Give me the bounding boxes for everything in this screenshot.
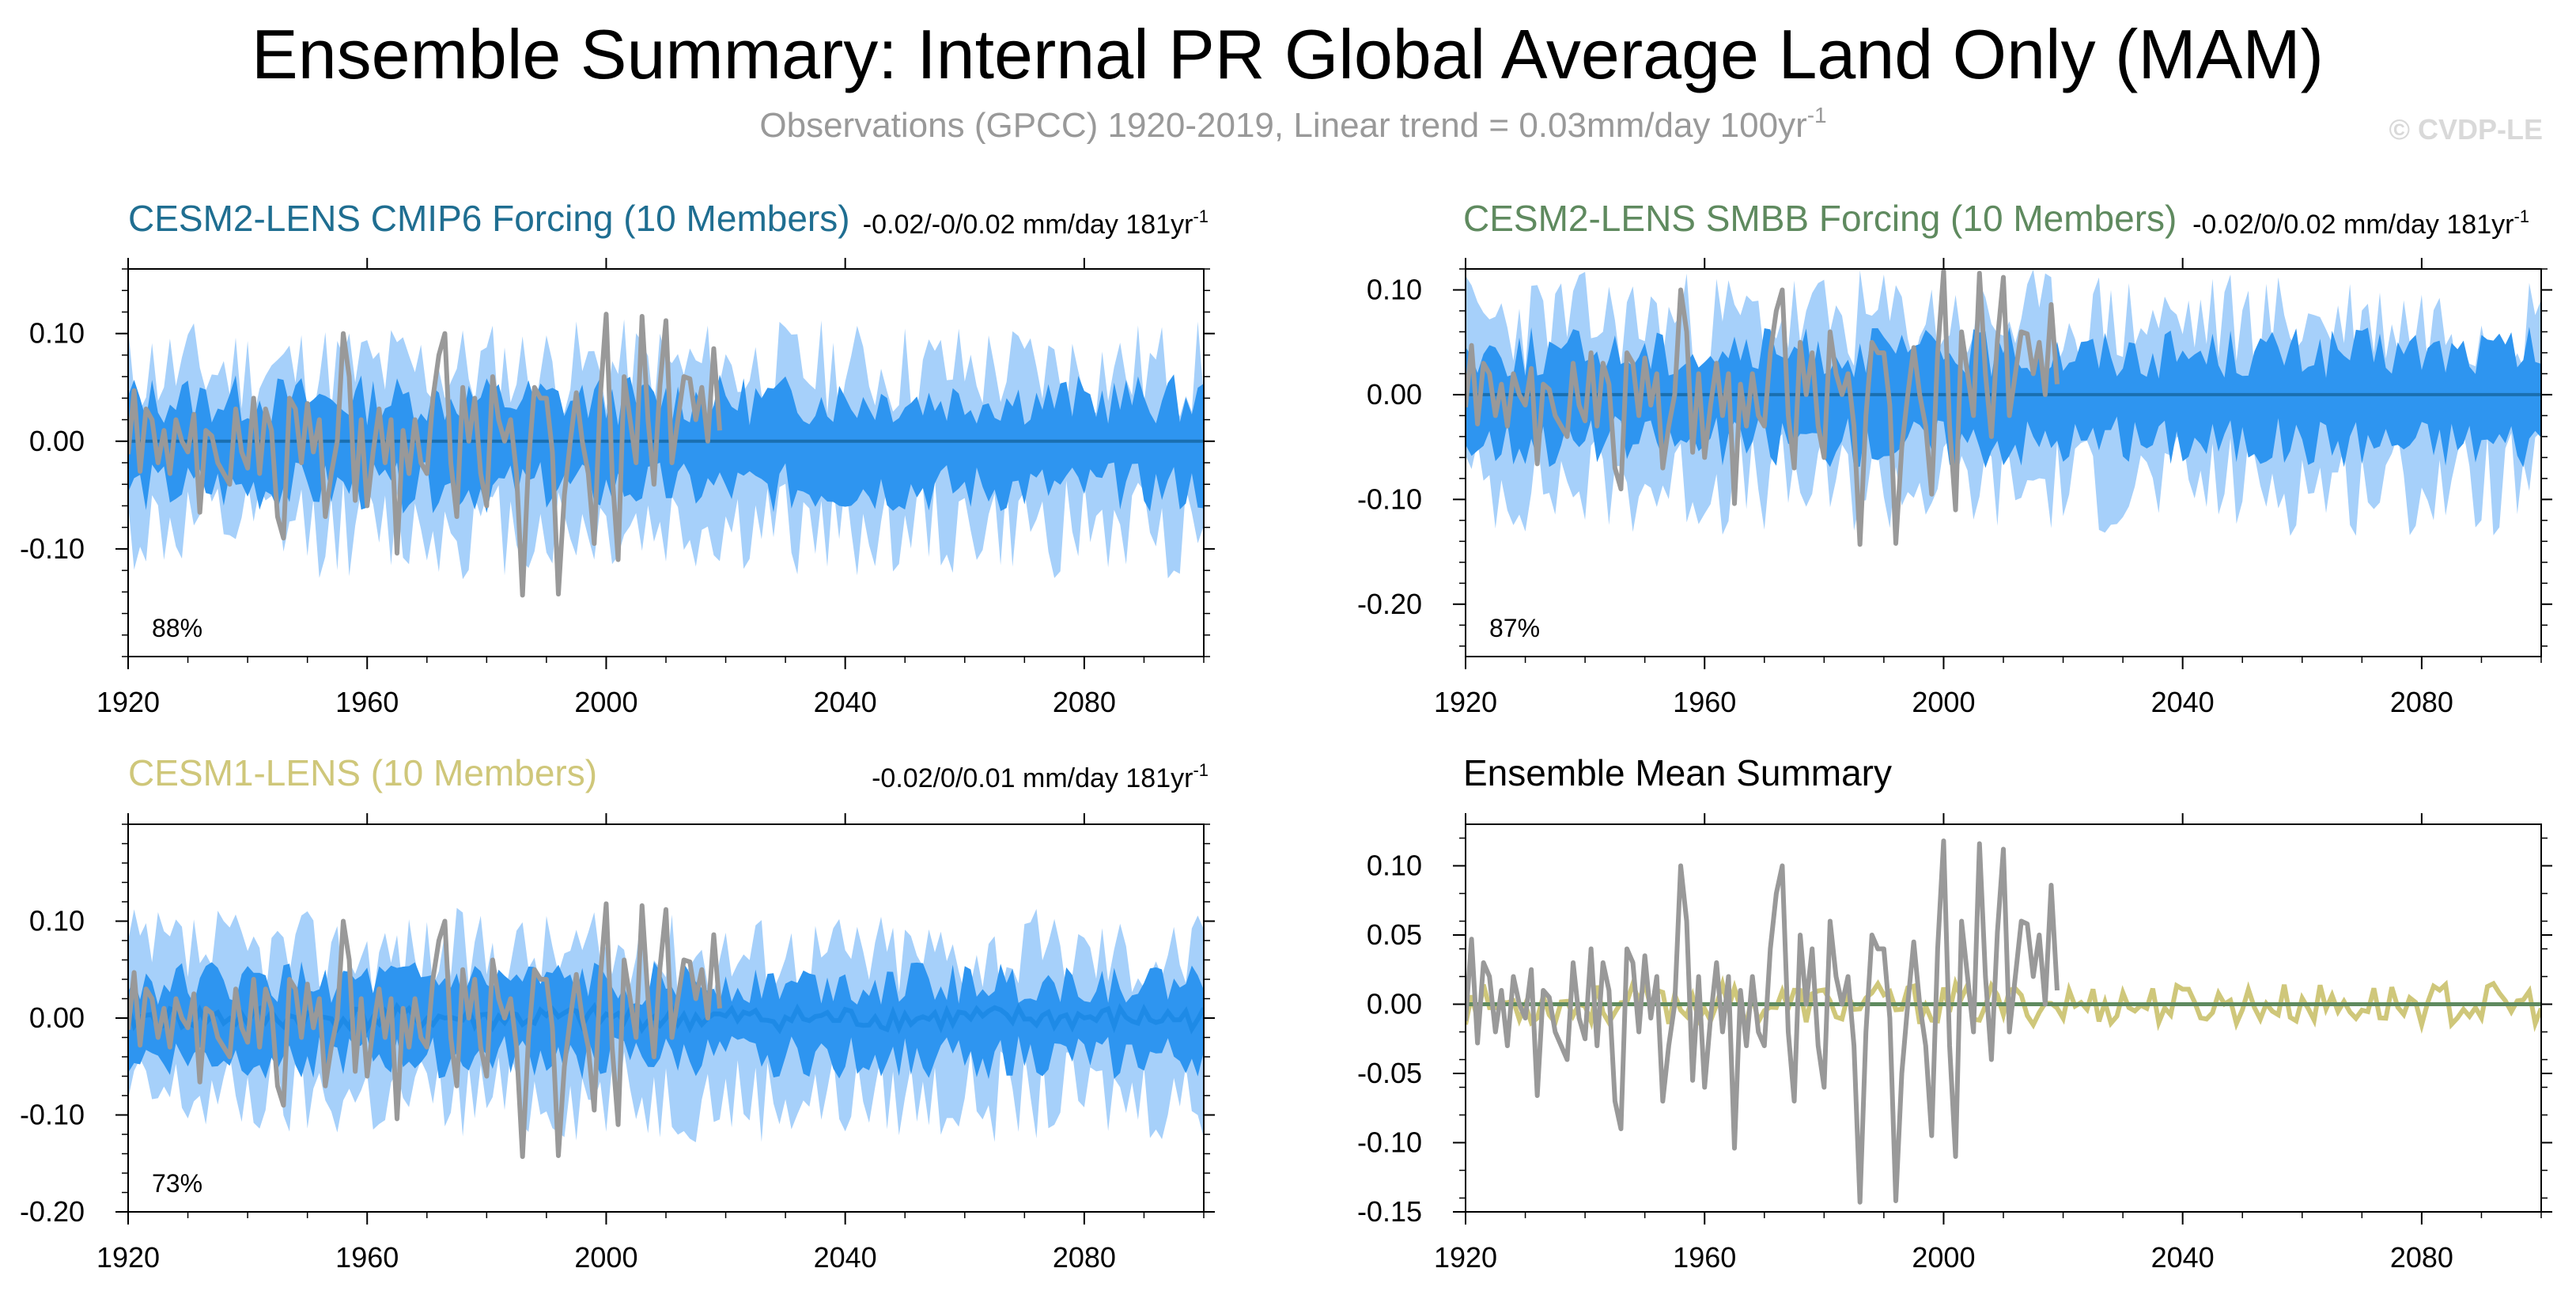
y-tick-label: 0.00 bbox=[29, 1001, 85, 1034]
envelope-inner bbox=[128, 374, 1204, 514]
y-tick-label: -0.20 bbox=[1357, 588, 1422, 620]
observations-line bbox=[128, 312, 722, 598]
x-tick-label: 1920 bbox=[96, 1241, 160, 1274]
trend-text: -0.02/0/0.01 mm/day 181yr bbox=[872, 763, 1193, 793]
x-tick-label: 2040 bbox=[2151, 686, 2215, 718]
x-tick-label: 2080 bbox=[2390, 686, 2453, 718]
trend-text: -0.02/0/0.02 mm/day 181yr bbox=[2192, 210, 2514, 240]
panel-title: CESM1-LENS (10 Members) bbox=[128, 752, 597, 793]
y-tick-label: -0.15 bbox=[1357, 1195, 1422, 1228]
x-tick-label: 2000 bbox=[574, 1241, 637, 1274]
panel-title: CESM2-LENS CMIP6 Forcing (10 Members) bbox=[128, 198, 850, 239]
panel-p1: CESM2-LENS CMIP6 Forcing (10 Members) -0.… bbox=[20, 198, 1215, 718]
x-tick-label: 1960 bbox=[1673, 686, 1736, 718]
y-tick-label: -0.05 bbox=[1357, 1057, 1422, 1089]
x-tick-label: 2080 bbox=[1053, 1241, 1116, 1274]
percent-label: 87% bbox=[1489, 614, 1540, 642]
plot-area bbox=[128, 901, 1204, 1160]
y-tick-label: -0.10 bbox=[20, 532, 85, 565]
ensemble-mean-line bbox=[128, 1001, 1204, 1035]
panel-title: CESM2-LENS SMBB Forcing (10 Members) bbox=[1463, 198, 2177, 239]
observations-line bbox=[1466, 269, 2060, 547]
panel-p2: CESM2-LENS SMBB Forcing (10 Members) -0.0… bbox=[1357, 198, 2552, 718]
panel-trend-label: -0.02/0/0.01 mm/day 181yr-1 bbox=[872, 760, 1209, 793]
trend-text: -0.02/-0/0.02 mm/day 181yr bbox=[863, 210, 1193, 240]
subtitle-superscript: -1 bbox=[1807, 103, 1827, 127]
y-tick-label: 0.10 bbox=[1367, 273, 1422, 305]
plot-area bbox=[1466, 838, 2541, 1205]
y-tick-label: -0.10 bbox=[1357, 483, 1422, 515]
y-tick-label: 0.00 bbox=[29, 425, 85, 457]
x-tick-label: 2080 bbox=[1053, 686, 1116, 718]
envelope-inner bbox=[1466, 327, 2541, 468]
panel-p3: CESM1-LENS (10 Members) -0.02/0/0.01 mm/d… bbox=[20, 752, 1215, 1274]
x-tick-label: 1920 bbox=[1434, 686, 1497, 718]
credit-label: © CVDP-LE bbox=[2389, 113, 2543, 146]
y-tick-label: 0.10 bbox=[29, 905, 85, 937]
x-tick-label: 1960 bbox=[1673, 1241, 1736, 1274]
trend-superscript: -1 bbox=[2514, 206, 2529, 226]
y-tick-label: 0.10 bbox=[1367, 850, 1422, 882]
percent-label: 73% bbox=[152, 1169, 202, 1198]
y-tick-label: 0.05 bbox=[1367, 918, 1422, 951]
x-tick-label: 2040 bbox=[2151, 1241, 2215, 1274]
observations-line bbox=[128, 901, 722, 1160]
y-tick-label: 0.00 bbox=[1367, 378, 1422, 411]
panel-trend-label: -0.02/0/0.02 mm/day 181yr-1 bbox=[2192, 206, 2529, 240]
panel-trend-label: -0.02/-0/0.02 mm/day 181yr-1 bbox=[863, 206, 1209, 240]
y-tick-label: -0.10 bbox=[1357, 1126, 1422, 1159]
panel-p4: Ensemble Mean Summary 1920 1960 2000 2040 208… bbox=[1357, 752, 2552, 1274]
x-tick-label: 1920 bbox=[96, 686, 160, 718]
percent-label: 88% bbox=[152, 614, 202, 642]
trend-superscript: -1 bbox=[1193, 206, 1209, 226]
x-tick-label: 2000 bbox=[1912, 1241, 1975, 1274]
figure-subtitle: Observations (GPCC) 1920-2019, Linear tr… bbox=[759, 103, 1826, 145]
plot-area bbox=[1466, 269, 2541, 547]
panels-group: CESM2-LENS CMIP6 Forcing (10 Members) -0.… bbox=[20, 198, 2552, 1274]
y-tick-label: -0.10 bbox=[20, 1099, 85, 1131]
subtitle-text: Observations (GPCC) 1920-2019, Linear tr… bbox=[759, 106, 1806, 145]
y-tick-label: 0.10 bbox=[29, 317, 85, 350]
y-tick-label: 0.00 bbox=[1367, 988, 1422, 1020]
x-tick-label: 1960 bbox=[335, 686, 399, 718]
y-tick-label: -0.20 bbox=[20, 1195, 85, 1228]
panel-title: Ensemble Mean Summary bbox=[1463, 752, 1892, 793]
x-tick-label: 1960 bbox=[335, 1241, 399, 1274]
x-tick-label: 2040 bbox=[814, 686, 877, 718]
observations-line bbox=[1466, 838, 2060, 1205]
figure-title: Ensemble Summary: Internal PR Global Ave… bbox=[252, 15, 2324, 93]
x-tick-label: 2040 bbox=[814, 1241, 877, 1274]
x-tick-label: 2080 bbox=[2390, 1241, 2453, 1274]
x-tick-label: 1920 bbox=[1434, 1241, 1497, 1274]
trend-superscript: -1 bbox=[1193, 760, 1209, 780]
x-tick-label: 2000 bbox=[574, 686, 637, 718]
x-tick-label: 2000 bbox=[1912, 686, 1975, 718]
plot-area bbox=[128, 312, 1204, 598]
